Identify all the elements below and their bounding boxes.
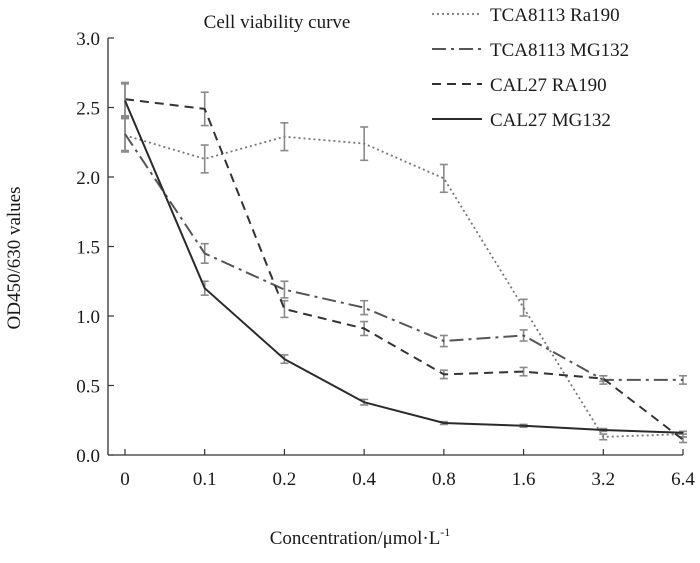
y-axis-title: OD450/630 values [4,186,25,329]
series-line [124,134,684,438]
y-tick-label: 0.5 [76,377,100,398]
legend-label: CAL27 MG132 [490,110,611,131]
x-axis-title: Concentration/μmol·L-1 [270,525,451,549]
legend: TCA8113 Ra190 TCA8113 MG132 CAL27 RA190 CAL… [432,5,629,131]
y-tick-label: 0.0 [76,446,100,467]
series-tca8113-mg132 [121,116,687,385]
legend-label: TCA8113 Ra190 [490,5,620,26]
chart-title: Cell viability curve [204,12,351,33]
x-axis-title-superscript: -1 [440,525,450,539]
plot-area [121,81,687,444]
legend-label: TCA8113 MG132 [490,40,629,61]
x-tick-label: 0 [120,469,130,490]
x-tick-label: 0.2 [273,469,297,490]
series-tca8113-ra190 [121,117,687,441]
series-line [124,98,684,441]
axes: 0.0 0.5 1.0 1.5 2.0 2.5 3.0 0 0.1 0.2 0.4 0.8 1.6 3.2… [76,29,695,490]
series-line [124,133,683,381]
y-tick-label: 2.5 [76,99,100,120]
x-tick-label: 0.1 [193,469,217,490]
x-tick-label: 6.4 [671,469,695,490]
y-tick-label: 1.0 [76,307,100,328]
x-tick-label: 0.4 [352,469,376,490]
x-tick-label: 1.6 [512,469,536,490]
series-line [124,100,684,434]
y-tick-label: 3.0 [76,29,100,50]
y-tick-label: 2.0 [76,168,100,189]
x-tick-label: 3.2 [591,469,615,490]
x-axis-title-text: Concentration/μmol·L [270,528,441,549]
legend-label: CAL27 RA190 [490,75,607,96]
y-tick-label: 1.5 [76,238,100,259]
x-tick-label: 0.8 [432,469,456,490]
series-cal27-mg132 [121,83,687,435]
